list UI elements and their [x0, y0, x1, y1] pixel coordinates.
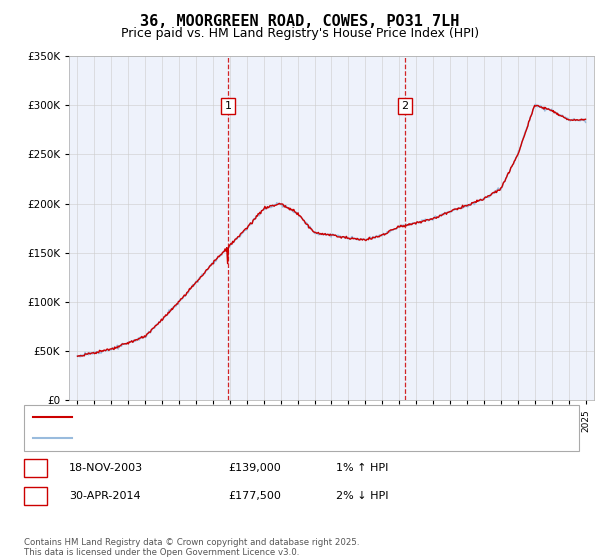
Text: 36, MOORGREEN ROAD, COWES, PO31 7LH: 36, MOORGREEN ROAD, COWES, PO31 7LH [140, 14, 460, 29]
Text: 1% ↑ HPI: 1% ↑ HPI [336, 463, 388, 473]
Text: 36, MOORGREEN ROAD, COWES, PO31 7LH (semi-detached house): 36, MOORGREEN ROAD, COWES, PO31 7LH (sem… [78, 412, 412, 422]
Text: 18-NOV-2003: 18-NOV-2003 [69, 463, 143, 473]
Text: £139,000: £139,000 [228, 463, 281, 473]
Text: HPI: Average price, semi-detached house, Isle of Wight: HPI: Average price, semi-detached house,… [78, 433, 352, 444]
Text: £177,500: £177,500 [228, 491, 281, 501]
Text: 2: 2 [401, 101, 409, 111]
Text: 2% ↓ HPI: 2% ↓ HPI [336, 491, 389, 501]
Text: 1: 1 [224, 101, 232, 111]
Text: 30-APR-2014: 30-APR-2014 [69, 491, 140, 501]
Text: Contains HM Land Registry data © Crown copyright and database right 2025.
This d: Contains HM Land Registry data © Crown c… [24, 538, 359, 557]
Text: Price paid vs. HM Land Registry's House Price Index (HPI): Price paid vs. HM Land Registry's House … [121, 27, 479, 40]
Text: 1: 1 [32, 463, 39, 473]
Text: 2: 2 [32, 491, 39, 501]
